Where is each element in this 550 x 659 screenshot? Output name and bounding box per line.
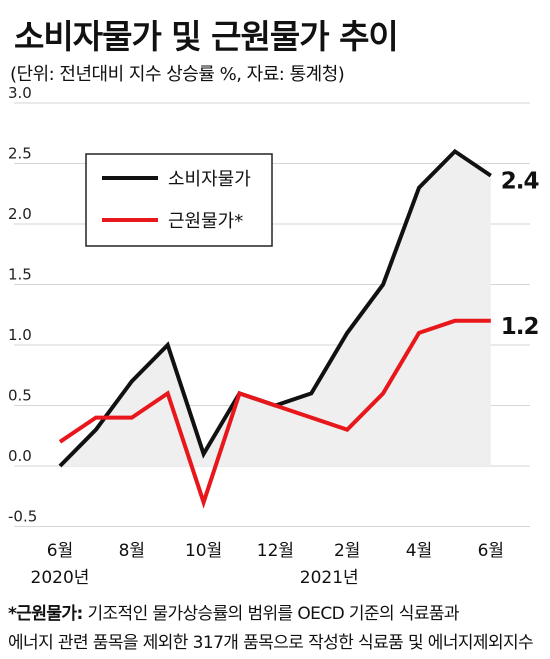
x-tick-label: 2월: [334, 541, 360, 561]
footnote-line-2: 에너지 관련 품목을 제외한 317개 품목으로 작성한 식료품 및 에너지제외…: [8, 633, 534, 653]
y-tick-label: 0.0: [8, 447, 32, 465]
core-line: [58, 318, 491, 509]
x-tick-label: 10월: [185, 541, 222, 561]
x-tick-label: 8월: [119, 541, 145, 561]
end-value-label: 1.2: [501, 314, 539, 340]
footnote-line-1: *근원물가: 기조적인 물가상승률의 범위를 OECD 기준의 식료품과: [8, 600, 543, 629]
x-tick-label: 4월: [406, 541, 432, 561]
footnote-line-1-text: 기조적인 물가상승률의 범위를 OECD 기준의 식료품과: [82, 604, 459, 624]
y-tick-label: -0.5: [8, 508, 37, 526]
footnote: *근원물가: 기조적인 물가상승률의 범위를 OECD 기준의 식료품과 에너지…: [8, 600, 543, 658]
line-chart: 3.0 2.5 2.0 1.5 1.0 0.5 0.0 -0.5 2.4 1.2 소비자물가근원물가…: [8, 84, 540, 588]
x-tick-label: 12월: [257, 541, 294, 561]
y-tick-label: 2.0: [8, 205, 32, 223]
y-tick-label: 0.5: [8, 387, 32, 405]
y-tick-label: 2.5: [8, 145, 32, 163]
year-label: 2020년: [31, 568, 90, 588]
y-tick-label: 1.0: [8, 326, 32, 344]
x-tick-label: 6월: [47, 541, 73, 561]
legend-label: 근원물가*: [168, 211, 243, 232]
legend-box: [85, 153, 273, 247]
x-tick-label: 6월: [478, 541, 504, 561]
legend-label: 소비자물가: [168, 169, 251, 190]
y-tick-label: 1.5: [8, 266, 32, 284]
year-label: 2021년: [300, 568, 359, 588]
footnote-marker: *근원물가:: [8, 604, 83, 624]
y-tick-label: 3.0: [8, 84, 32, 102]
end-value-label: 2.4: [501, 169, 539, 195]
chart-subtitle: (단위: 전년대비 지수 상승률 %, 자료: 통계청): [10, 64, 345, 85]
chart-title: 소비자물가 및 근원물가 추이: [14, 17, 399, 56]
cpi-area-fill: [60, 151, 491, 466]
